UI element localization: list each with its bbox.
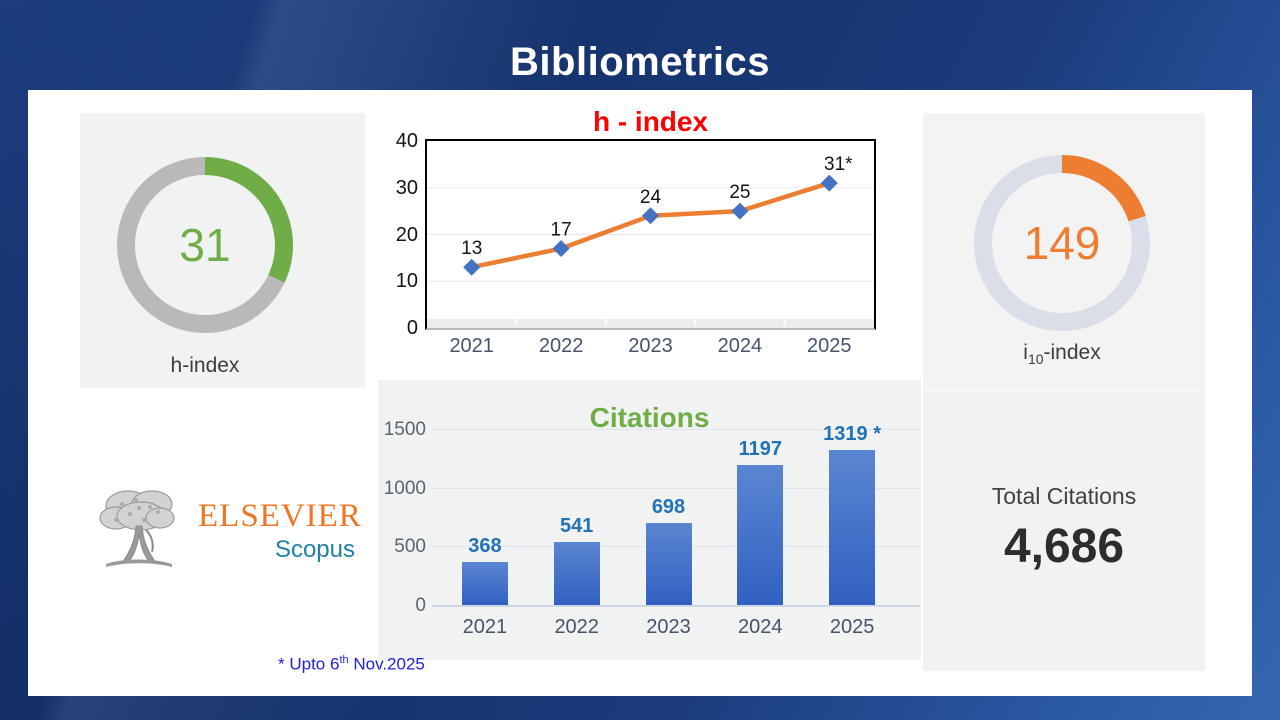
citations-bar-value: 698: [651, 496, 686, 519]
svg-text:24: 24: [640, 187, 662, 208]
h-index-line-plot-area: 13 17 24 25 31*: [427, 154, 874, 328]
citations-xtick-label: 2024: [738, 616, 783, 638]
line-chart-ytick-label: 0: [406, 317, 418, 339]
i10-index-value: 149: [1023, 217, 1101, 269]
scopus-logo-text: Scopus: [274, 536, 355, 563]
i10-index-label: i10-index: [967, 341, 1157, 367]
footnote-prefix: * Upto 6: [278, 654, 340, 674]
citations-xtick-label: 2021: [462, 616, 508, 638]
line-chart-ytick-label: 10: [395, 270, 418, 293]
citations-chart-card: Citations 0 500 1000 1500 368 2021 541 2022 698 2…: [378, 380, 921, 660]
line-chart-xtick-label: 2024: [717, 335, 763, 357]
line-chart-xtick-label: 2025: [807, 335, 852, 357]
line-chart-ytick-label: 20: [395, 223, 418, 246]
citations-bar: [461, 561, 508, 605]
citations-xtick-label: 2025: [829, 616, 875, 638]
i10-label-suffix: -index: [1043, 341, 1101, 364]
h-index-value: 31: [179, 219, 231, 271]
line-chart-ytick-label: 40: [395, 130, 418, 152]
citations-xtick-label: 2023: [646, 616, 691, 638]
total-citations-card: Total Citations 4,686: [923, 391, 1205, 671]
citations-xtick-label: 2022: [554, 616, 599, 638]
citations-bar-value: 368: [468, 534, 502, 557]
h-index-line-chart: 13 17 24 25 31*: [425, 139, 876, 330]
citations-gridline: [432, 429, 920, 430]
i10-label-base: i: [1023, 341, 1028, 364]
citations-gridline: [432, 605, 920, 607]
citations-bar-value: 541: [560, 514, 594, 537]
footnote-superscript: th: [339, 654, 349, 666]
svg-text:13: 13: [461, 238, 482, 259]
total-citations-value: 4,686: [1003, 520, 1125, 573]
line-chart-xtick-label: 2021: [449, 335, 494, 357]
citations-gridline: [432, 487, 920, 489]
i10-index-donut-chart: [974, 155, 1150, 331]
line-chart-xtick-label: 2022: [538, 335, 584, 357]
total-citations-label: Total Citations: [991, 483, 1137, 509]
elsevier-tree-logo-icon: [99, 490, 175, 567]
h-index-label: h-index: [170, 354, 240, 377]
citations-ytick-label: 0: [415, 595, 426, 616]
citations-bar: [737, 464, 784, 605]
citations-ytick-label: 1000: [383, 477, 426, 499]
line-chart-xtick-label: 2023: [628, 335, 673, 357]
svg-text:17: 17: [551, 220, 572, 241]
h-index-donut-chart: [117, 157, 293, 333]
elsevier-logo-text: ELSEVIER: [198, 498, 362, 534]
citations-bar: [553, 541, 600, 605]
footnote: * Upto 6th Nov.2025: [278, 654, 425, 675]
h-index-chart-title: h - index: [592, 106, 709, 137]
tree-trunk: [123, 525, 155, 561]
footnote-suffix: Nov.2025: [348, 654, 425, 674]
dashboard-panel: 31 h-index h - index 13 17 24 25 31* 0 10 20 30…: [28, 90, 1252, 696]
svg-text:31*: 31*: [824, 154, 853, 175]
citations-bar-value: 1319 *: [823, 423, 882, 446]
citations-bar: [645, 523, 692, 605]
svg-text:25: 25: [729, 182, 750, 203]
page-title: Bibliometrics: [510, 40, 770, 84]
citations-chart-title: Citations: [589, 402, 710, 433]
citations-ytick-label: 1500: [383, 419, 426, 440]
citations-ytick-label: 500: [394, 536, 426, 558]
i10-label-subscript: 10: [1027, 351, 1044, 368]
citations-bar-value: 1197: [738, 437, 782, 460]
citations-bar: [829, 450, 876, 605]
line-chart-ytick-label: 30: [395, 176, 418, 199]
